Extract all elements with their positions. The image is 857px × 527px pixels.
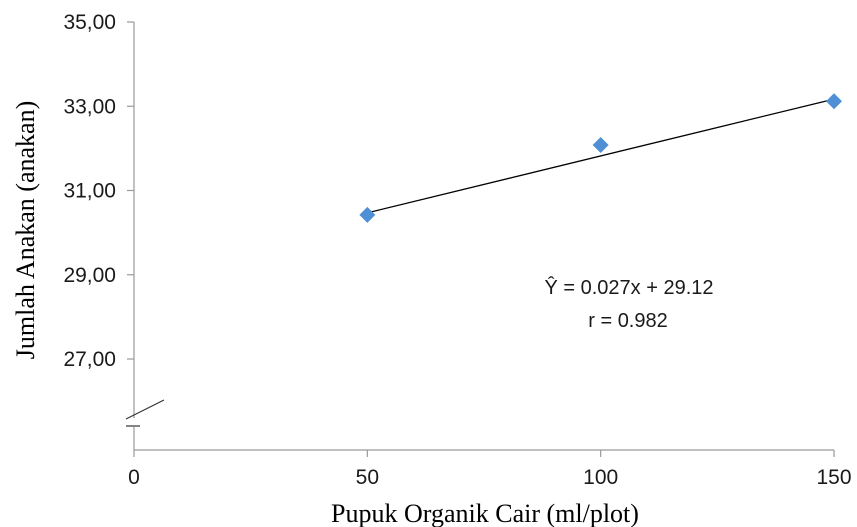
y-tick-label: 35,00 (63, 11, 116, 34)
y-tick-label: 31,00 (63, 180, 116, 203)
axis-break-mark (125, 399, 165, 420)
x-tick-labels: 0 50 100 150 (128, 466, 851, 489)
y-tick-label: 27,00 (63, 348, 116, 371)
trendline (367, 98, 835, 214)
y-tick-labels: 27,00 29,00 31,00 33,00 35,00 (63, 11, 116, 371)
x-tick-label: 100 (583, 466, 618, 489)
x-axis-title: Pupuk Organik Cair (ml/plot) (331, 499, 639, 527)
x-tick-label: 150 (816, 466, 851, 489)
y-tick-label: 29,00 (63, 264, 116, 287)
regression-equation: Ŷ = 0.027x + 29.12 (544, 276, 713, 299)
data-point (592, 137, 609, 154)
data-point (826, 93, 842, 110)
x-tick-label: 50 (356, 466, 379, 489)
x-tick-label: 0 (128, 466, 140, 489)
data-point (359, 206, 376, 223)
y-axis-title: Jumlah Anakan (anakan) (11, 101, 40, 359)
axes (125, 21, 835, 457)
correlation-coefficient: r = 0.982 (588, 310, 668, 332)
data-points (359, 93, 842, 223)
y-tick-label: 33,00 (63, 95, 116, 118)
